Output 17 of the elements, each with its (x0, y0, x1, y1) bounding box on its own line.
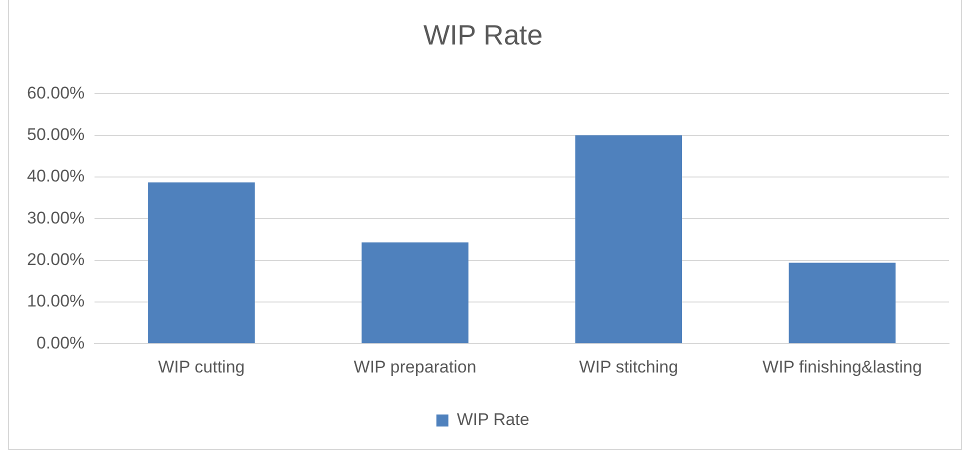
bar (575, 135, 682, 344)
x-tick-label: WIP finishing&lasting (762, 357, 922, 376)
y-tick-label: 50.00% (26, 124, 85, 144)
y-tick-label: 10.00% (26, 292, 85, 311)
x-tick-label: WIP cutting (158, 357, 245, 376)
y-tick-label: 40.00% (26, 166, 85, 186)
x-tick-label: WIP stitching (579, 357, 678, 376)
y-tick-label: 30.00% (26, 208, 85, 228)
y-tick-label: 0.00% (36, 333, 85, 352)
y-tick-label: 60.00% (26, 83, 85, 102)
x-tick-label: WIP preparation (354, 357, 476, 376)
bar (148, 182, 255, 344)
bar (788, 262, 896, 344)
y-tick-label: 20.00% (26, 250, 85, 269)
chart-title: WIP Rate (423, 20, 543, 51)
bar (362, 242, 468, 344)
legend-label: WIP Rate (456, 410, 530, 430)
